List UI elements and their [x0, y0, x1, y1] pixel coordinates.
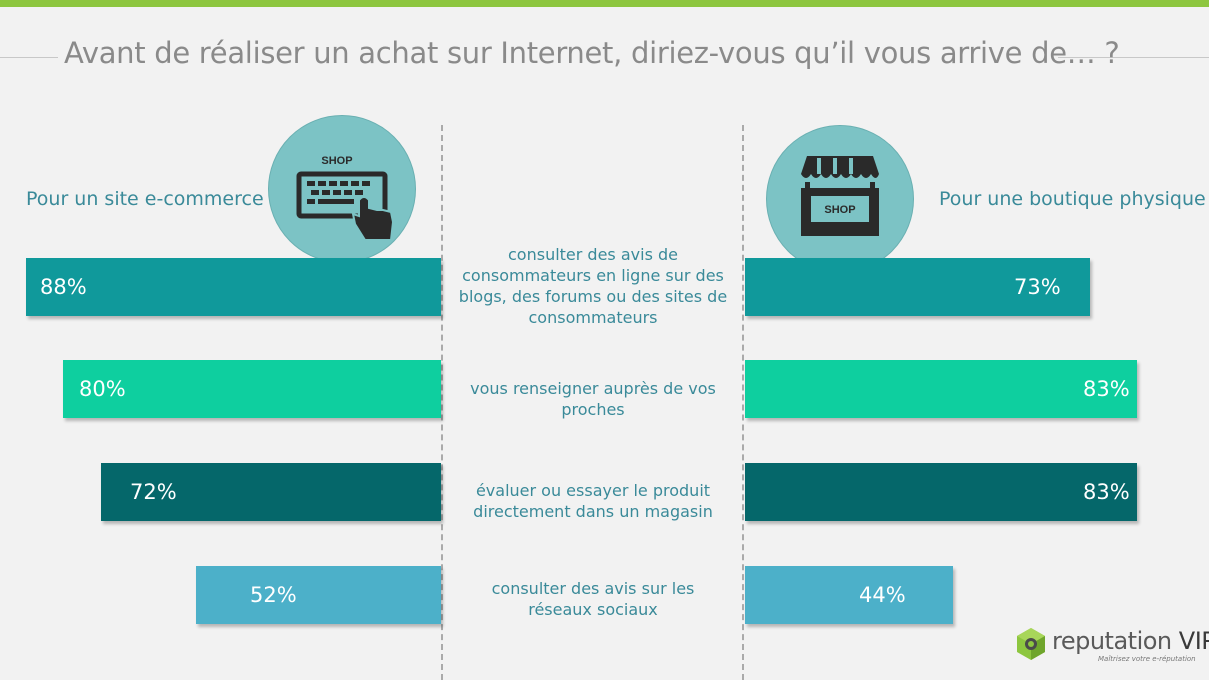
- title-rule-right: [1058, 57, 1209, 58]
- shop-keyboard-icon: SHOP: [268, 115, 416, 263]
- category-label-4: consulter des avis sur les réseaux socia…: [491, 579, 695, 619]
- bar-left-4: [196, 566, 441, 624]
- divider-left: [441, 125, 443, 680]
- logo-name-vip: VIP: [1178, 627, 1209, 655]
- right-column-label: Pour une boutique physique: [939, 188, 1206, 210]
- category-label-1: consulter des avis de consommateurs en l…: [458, 245, 728, 327]
- data-label-right-3: 83%: [1083, 480, 1130, 504]
- logo-tagline: Maîtrisez votre e-réputation: [1098, 655, 1196, 663]
- data-label-left-2: 80%: [79, 377, 126, 401]
- storefront-icon: SHOP: [766, 125, 914, 273]
- divider-right: [742, 125, 744, 680]
- left-column-label: Pour un site e-commerce: [26, 188, 264, 210]
- data-label-left-1: 88%: [40, 275, 87, 299]
- category-label-2: vous renseigner auprès de vos proches: [470, 379, 716, 419]
- svg-text:SHOP: SHOP: [321, 155, 352, 167]
- bar-right-4: [745, 566, 953, 624]
- logo-name-main: reputation: [1052, 627, 1179, 655]
- reputation-vip-logo: reputation VIP Maîtrisez votre e-réputat…: [1014, 625, 1209, 667]
- bar-right-1: [745, 258, 1090, 316]
- data-label-right-1: 73%: [1014, 275, 1061, 299]
- title-rule-left: [0, 57, 58, 58]
- data-label-right-4: 44%: [859, 583, 906, 607]
- bar-right-2: [745, 360, 1137, 418]
- data-label-left-3: 72%: [130, 480, 177, 504]
- svg-text:SHOP: SHOP: [824, 204, 855, 216]
- data-label-right-2: 83%: [1083, 377, 1130, 401]
- bar-right-3: [745, 463, 1137, 521]
- top-accent-bar: [0, 0, 1209, 7]
- category-label-3: évaluer ou essayer le produit directemen…: [473, 481, 713, 521]
- bar-left-3: [101, 463, 441, 521]
- bar-left-1: [26, 258, 441, 316]
- bar-left-2: [63, 360, 441, 418]
- data-label-left-4: 52%: [250, 583, 297, 607]
- page-title: Avant de réaliser un achat sur Internet,…: [64, 36, 1120, 70]
